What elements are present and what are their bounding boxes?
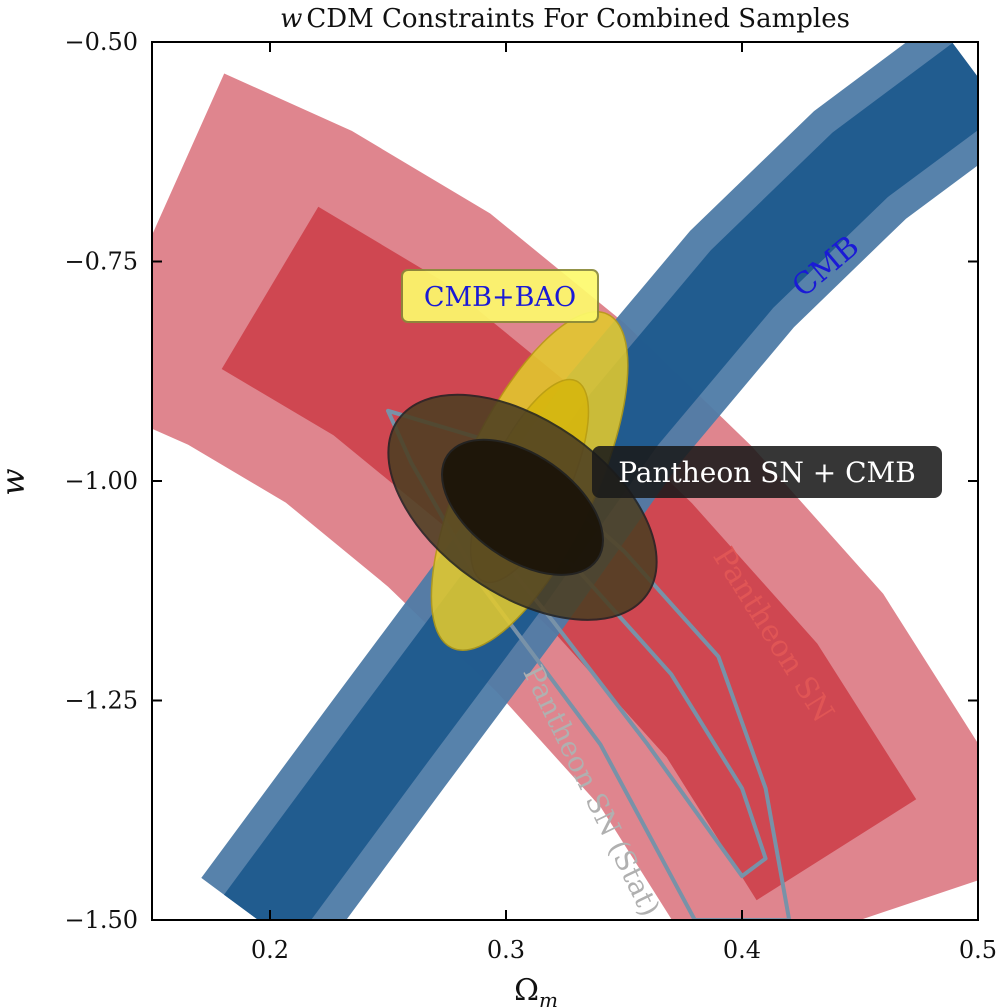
cmb-bao-label: CMB+BAO xyxy=(424,282,576,313)
y-tick-label: −0.75 xyxy=(64,248,138,276)
chart-title-rest: CDM Constraints For Combined Samples xyxy=(306,4,850,34)
cmb-bao-label-box: CMB+BAO xyxy=(401,269,599,323)
y-tick-label: −1.25 xyxy=(64,687,138,715)
combined-label-box: Pantheon SN + CMB xyxy=(592,446,942,498)
combined-label-bg xyxy=(592,446,942,498)
cmb-bao-label-bg xyxy=(401,269,599,323)
x-tick-label: 0.3 xyxy=(487,936,525,964)
chart-title-italic: w xyxy=(280,4,302,34)
y-tick-label: −1.50 xyxy=(64,906,138,934)
x-ticks: 0.2 0.3 0.4 0.5 xyxy=(251,42,997,964)
x-axis-label: Ωm xyxy=(514,973,558,1007)
x-tick-label: 0.2 xyxy=(251,936,289,964)
y-tick-label: −1.00 xyxy=(64,467,138,495)
chart-title: w CDM Constraints For Combined Samples xyxy=(280,4,850,34)
y-ticks: −1.50 −1.25 −1.00 −0.75 −0.50 xyxy=(64,28,978,934)
x-axis-label-sub: m xyxy=(539,988,558,1007)
y-tick-label: −0.50 xyxy=(64,28,138,56)
x-tick-label: 0.5 xyxy=(959,936,997,964)
combined-68-region xyxy=(441,438,604,576)
x-tick-label: 0.4 xyxy=(723,936,761,964)
plot-area xyxy=(152,42,978,920)
y-axis-label: w xyxy=(0,468,32,495)
combined-label: Pantheon SN + CMB xyxy=(618,456,916,489)
x-axis-label-main: Ω xyxy=(514,973,539,1007)
